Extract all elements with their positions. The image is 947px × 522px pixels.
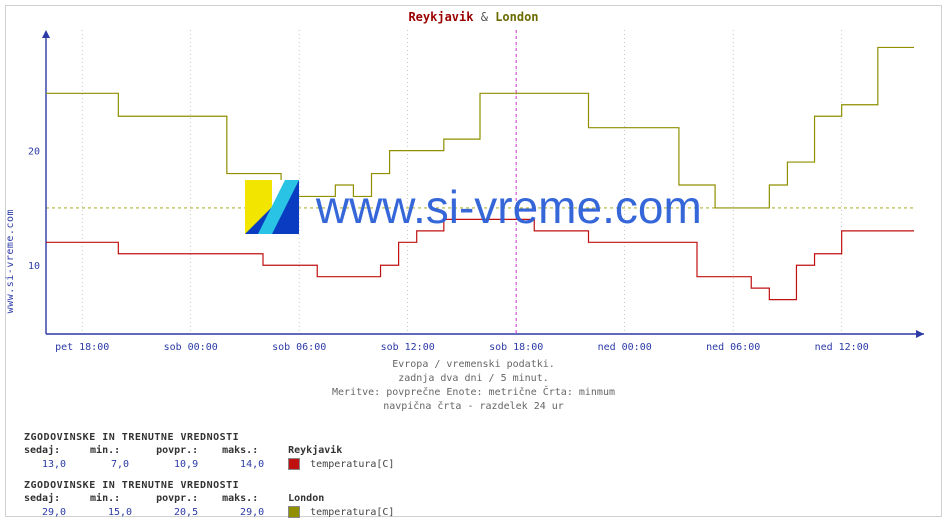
subtitle-line-4: navpična črta - razdelek 24 ur (0, 400, 947, 414)
stats-header-1: ZGODOVINSKE IN TRENUTNE VREDNOSTI (24, 432, 394, 443)
stats-city-1: Reykjavik (288, 445, 342, 456)
stats-city-2: London (288, 493, 324, 504)
stats-values-row-2: 29,0 15,0 20,5 29,0 temperatura[C] (24, 506, 394, 518)
col-max: maks.: (222, 445, 282, 456)
stats-labels-row-1: sedaj: min.: povpr.: maks.: Reykjavik (24, 445, 394, 456)
x-tick-label: ned 00:00 (598, 342, 652, 353)
col-max: maks.: (222, 493, 282, 504)
x-tick-label: pet 18:00 (55, 342, 109, 353)
subtitle-line-2: zadnja dva dni / 5 minut. (0, 372, 947, 386)
stats-block-2: ZGODOVINSKE IN TRENUTNE VREDNOSTI sedaj:… (24, 480, 394, 518)
stats-measure-2: temperatura[C] (310, 507, 394, 518)
plot-area: 1020 (46, 30, 926, 340)
stats-values-row-1: 13,0 7,0 10,9 14,0 temperatura[C] (24, 458, 394, 470)
title-city-1: Reykjavik (408, 10, 473, 24)
chart-title: Reykjavik & London (0, 10, 947, 24)
val-avg-2: 20,5 (156, 507, 216, 518)
stats-block-1: ZGODOVINSKE IN TRENUTNE VREDNOSTI sedaj:… (24, 432, 394, 470)
val-min-1: 7,0 (90, 459, 150, 470)
col-min: min.: (90, 445, 150, 456)
subtitle-line-1: Evropa / vremenski podatki. (0, 358, 947, 372)
val-avg-1: 10,9 (156, 459, 216, 470)
col-avg: povpr.: (156, 493, 216, 504)
site-label-text: www.si-vreme.com (5, 209, 16, 313)
plot-svg: 1020 (46, 30, 926, 340)
chart-frame: www.si-vreme.com Reykjavik & London 1020… (0, 0, 947, 522)
col-min: min.: (90, 493, 150, 504)
x-tick-label: sob 00:00 (164, 342, 218, 353)
col-now: sedaj: (24, 493, 84, 504)
legend-swatch-2 (288, 506, 300, 518)
svg-text:10: 10 (28, 261, 40, 272)
x-axis-labels: pet 18:00 sob 00:00 sob 06:00 sob 12:00 sob … (46, 342, 926, 356)
col-now: sedaj: (24, 445, 84, 456)
stats-header-2: ZGODOVINSKE IN TRENUTNE VREDNOSTI (24, 480, 394, 491)
x-tick-label: ned 06:00 (706, 342, 760, 353)
x-tick-label: sob 06:00 (272, 342, 326, 353)
legend-swatch-1 (288, 458, 300, 470)
stats-labels-row-2: sedaj: min.: povpr.: maks.: London (24, 493, 394, 504)
val-max-2: 29,0 (222, 507, 282, 518)
x-tick-label: ned 12:00 (815, 342, 869, 353)
val-min-2: 15,0 (90, 507, 150, 518)
val-now-1: 13,0 (24, 459, 84, 470)
title-city-2: London (495, 10, 538, 24)
subtitle-line-3: Meritve: povprečne Enote: metrične Črta:… (0, 386, 947, 400)
val-now-2: 29,0 (24, 507, 84, 518)
chart-subtitle: Evropa / vremenski podatki. zadnja dva d… (0, 358, 947, 414)
left-site-label: www.si-vreme.com (2, 0, 18, 522)
stats-measure-1: temperatura[C] (310, 459, 394, 470)
title-ampersand: & (481, 10, 488, 24)
val-max-1: 14,0 (222, 459, 282, 470)
svg-text:20: 20 (28, 147, 40, 158)
x-tick-label: sob 12:00 (381, 342, 435, 353)
col-avg: povpr.: (156, 445, 216, 456)
x-tick-label: sob 18:00 (489, 342, 543, 353)
